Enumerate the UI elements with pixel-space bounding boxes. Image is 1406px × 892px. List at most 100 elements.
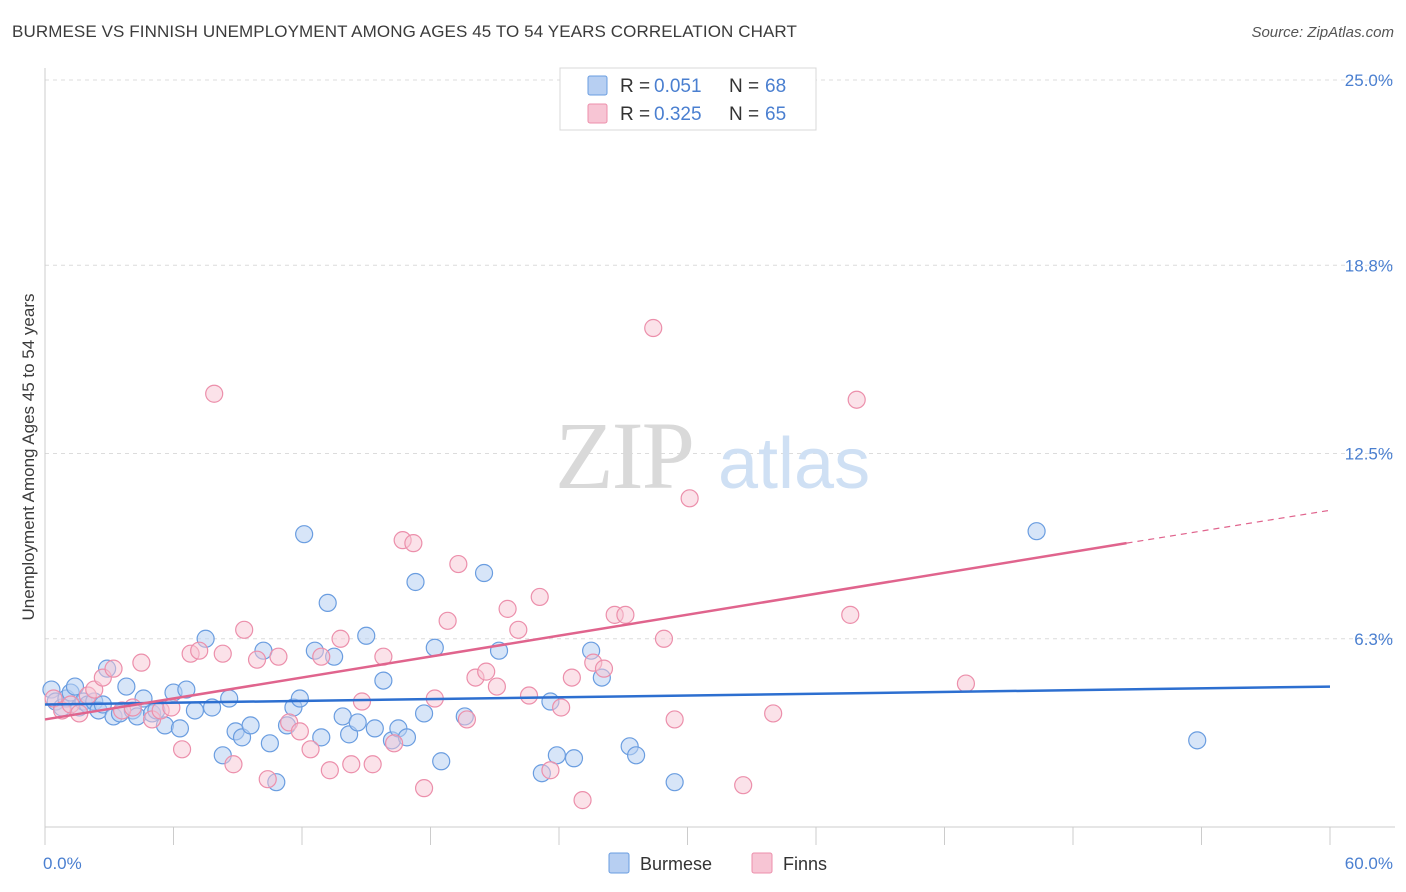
- legend-r-value-finns: 0.325: [654, 104, 702, 125]
- data-point-finns: [541, 761, 560, 780]
- data-point-finns: [956, 674, 976, 693]
- data-point-burmese: [65, 677, 85, 696]
- data-point-finns: [487, 677, 506, 696]
- legend-swatch-burmese: [587, 75, 608, 96]
- watermark-zip: ZIP: [555, 402, 693, 509]
- bottom-legend-label-burmese: Burmese: [640, 854, 712, 874]
- data-point-burmese: [185, 701, 205, 720]
- source-label: Source: ZipAtlas.com: [1251, 24, 1394, 41]
- data-point-burmese: [177, 680, 196, 699]
- data-point-finns: [841, 605, 860, 624]
- grid-lines: [45, 79, 1395, 640]
- data-point-burmese: [318, 593, 337, 613]
- data-point-finns: [764, 704, 783, 723]
- data-point-finns: [190, 641, 209, 660]
- data-point-finns: [331, 629, 350, 648]
- data-point-finns: [644, 318, 663, 338]
- data-point-finns: [414, 779, 434, 798]
- data-point-finns: [269, 647, 288, 666]
- trend-lines: [44, 509, 1331, 721]
- data-point-finns: [290, 722, 309, 741]
- data-point-finns: [123, 698, 142, 717]
- data-point-finns: [509, 620, 528, 639]
- legend-n-value-burmese: 68: [765, 76, 786, 97]
- data-point-finns: [594, 659, 614, 678]
- x-tick-label: 0.0%: [43, 854, 82, 873]
- series-finns-points: [44, 318, 976, 810]
- x-tick-label: 60.0%: [1345, 854, 1393, 873]
- data-point-burmese: [365, 719, 384, 738]
- data-point-finns: [301, 740, 320, 759]
- data-point-burmese: [564, 749, 584, 768]
- data-point-burmese: [260, 734, 279, 753]
- data-point-burmese: [626, 746, 646, 765]
- data-point-finns: [205, 384, 224, 403]
- y-tick-label: 18.8%: [1345, 256, 1393, 275]
- data-point-finns: [477, 662, 496, 681]
- data-point-finns: [352, 692, 372, 711]
- data-point-finns: [449, 554, 468, 574]
- legend-n-label-burmese: N =: [729, 76, 759, 97]
- data-point-burmese: [220, 689, 239, 708]
- data-point-finns: [847, 390, 866, 409]
- bottom-legend-swatch-finns: [751, 852, 773, 874]
- legend-n-value-finns: 65: [765, 104, 786, 125]
- data-point-finns: [438, 611, 457, 630]
- data-point-finns: [530, 587, 549, 607]
- data-point-burmese: [295, 525, 314, 544]
- data-point-burmese: [474, 563, 494, 583]
- y-tick-label: 12.5%: [1345, 445, 1393, 464]
- data-point-finns: [680, 489, 699, 508]
- data-point-finns: [734, 776, 753, 795]
- legend-r-value-burmese: 0.051: [654, 76, 702, 97]
- data-point-burmese: [1188, 731, 1207, 750]
- data-point-finns: [552, 698, 571, 717]
- data-point-burmese: [170, 719, 190, 738]
- bottom-legend-swatch-burmese: [608, 852, 630, 874]
- data-point-finns: [457, 710, 477, 729]
- legend-box: R = 0.051 N = 68 R = 0.325 N = 65: [559, 67, 817, 131]
- data-point-burmese: [665, 773, 684, 792]
- data-point-burmese: [357, 626, 376, 645]
- data-point-burmese: [117, 677, 136, 696]
- data-point-burmese: [414, 704, 434, 723]
- trend-line-finns: [44, 541, 1127, 721]
- trend-line-burmese: [44, 685, 1331, 706]
- data-point-finns: [562, 668, 581, 687]
- data-point-finns: [498, 599, 517, 618]
- bottom-legend-label-finns: Finns: [783, 854, 827, 874]
- legend-r-label-finns: R =: [620, 104, 650, 125]
- data-point-finns: [312, 647, 331, 666]
- data-point-finns: [654, 629, 674, 648]
- data-point-finns: [665, 710, 684, 729]
- bottom-legend: Burmese Finns: [608, 852, 827, 874]
- legend-n-label-finns: N =: [729, 104, 759, 125]
- data-point-burmese: [241, 716, 260, 735]
- data-point-finns: [573, 791, 592, 810]
- watermark: ZIP atlas: [555, 402, 870, 509]
- legend-r-label-burmese: R =: [620, 76, 650, 97]
- data-point-finns: [247, 650, 267, 669]
- data-point-finns: [616, 605, 635, 624]
- data-point-finns: [384, 734, 404, 753]
- data-point-finns: [235, 620, 254, 639]
- tick-labels: 6.3% 12.5% 18.8% 25.0% 0.0% 60.0%: [43, 71, 1393, 873]
- y-axis-label: Unemployment Among Ages 45 to 54 years: [19, 294, 38, 621]
- watermark-atlas: atlas: [718, 424, 870, 504]
- data-point-burmese: [406, 572, 425, 592]
- data-point-finns: [224, 755, 243, 774]
- y-tick-label: 25.0%: [1345, 71, 1393, 90]
- data-point-finns: [104, 659, 123, 678]
- data-point-finns: [213, 644, 232, 663]
- data-point-burmese: [432, 752, 451, 771]
- data-point-burmese: [348, 713, 367, 732]
- data-point-finns: [519, 686, 539, 705]
- data-point-finns: [132, 653, 151, 672]
- data-point-finns: [363, 755, 382, 774]
- y-tick-label: 6.3%: [1354, 630, 1393, 649]
- chart-title: BURMESE VS FINNISH UNEMPLOYMENT AMONG AG…: [12, 22, 797, 41]
- trend-line-finns-extension: [1126, 509, 1331, 544]
- data-point-burmese: [290, 689, 309, 708]
- data-point-burmese: [1027, 522, 1046, 541]
